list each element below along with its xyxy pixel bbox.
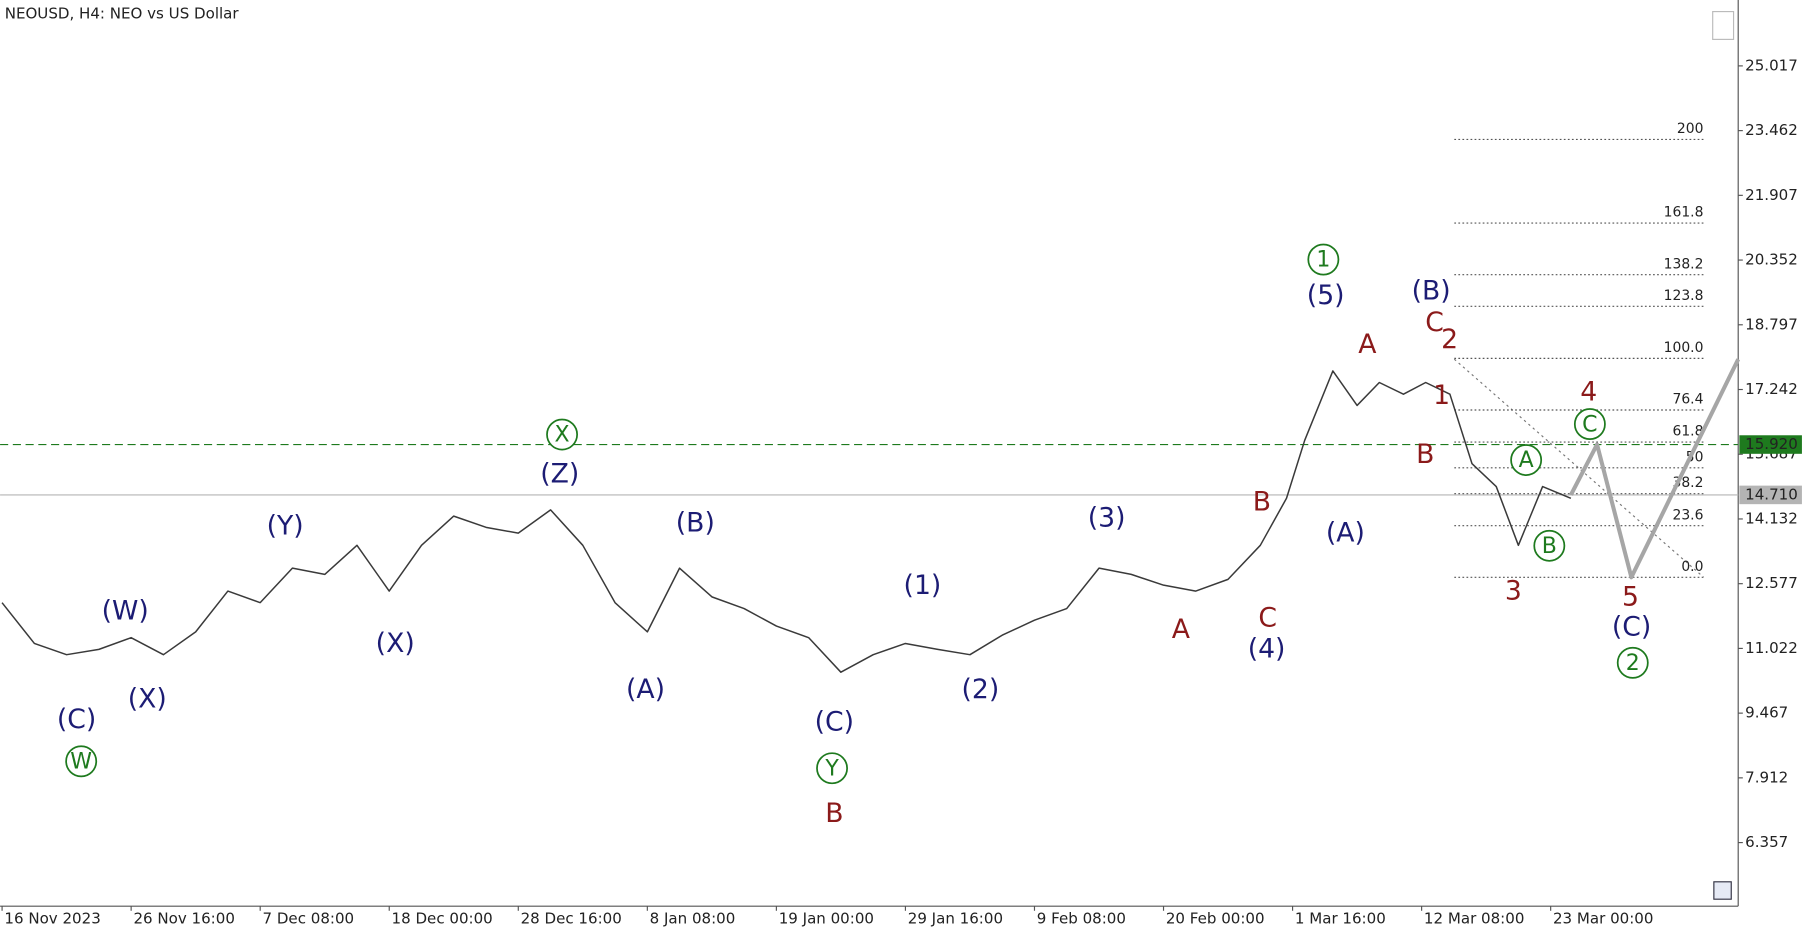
y-tick-label: 6.357 <box>1745 833 1788 851</box>
wave-label: W <box>70 749 92 774</box>
y-tick-label: 21.907 <box>1745 186 1798 204</box>
chart-title: NEOUSD, H4: NEO vs US Dollar <box>5 4 240 22</box>
wave-label: A <box>1519 448 1534 473</box>
wave-label: 1 <box>1316 248 1330 273</box>
wave-label: (C) <box>815 707 854 738</box>
wave-label: 4 <box>1580 376 1597 407</box>
x-tick-label: 29 Jan 16:00 <box>908 909 1003 927</box>
x-tick-label: 12 Mar 08:00 <box>1424 909 1524 927</box>
price-label: 15.920 <box>1745 435 1798 453</box>
price-label-box <box>1739 485 1802 505</box>
fib-label: 23.6 <box>1672 507 1703 523</box>
y-tick-label: 12.577 <box>1745 574 1798 592</box>
wave-label: (B) <box>1412 276 1451 307</box>
price-label-box <box>1739 435 1802 454</box>
fib-label: 61.8 <box>1672 424 1703 440</box>
wave-label: (A) <box>626 674 665 705</box>
y-tick-label: 7.912 <box>1745 768 1788 786</box>
wave-label: C <box>1425 307 1444 338</box>
wave-label: (5) <box>1307 280 1345 311</box>
fib-label: 161.8 <box>1664 205 1704 221</box>
x-tick-label: 9 Feb 08:00 <box>1037 909 1126 927</box>
x-tick-label: 26 Nov 16:00 <box>133 909 234 927</box>
wave-label: 2 <box>1626 651 1640 676</box>
price-label: 14.710 <box>1745 485 1798 503</box>
wave-label: B <box>1416 439 1434 470</box>
wave-label: (Y) <box>267 511 304 542</box>
wave-label: X <box>555 423 570 448</box>
y-tick-label: 14.132 <box>1745 509 1798 527</box>
wave-label: A <box>1172 614 1190 645</box>
x-tick-label: 16 Nov 2023 <box>4 909 100 927</box>
wave-label: A <box>1358 329 1376 360</box>
wave-label: (C) <box>57 704 96 735</box>
wave-label: (Z) <box>540 459 579 490</box>
x-tick-label: 7 Dec 08:00 <box>263 909 355 927</box>
wave-label: C <box>1582 412 1597 437</box>
wave-label: (2) <box>961 674 999 705</box>
wave-label: 1 <box>1433 380 1450 411</box>
wave-circle <box>816 752 848 785</box>
forecast-line <box>1569 358 1741 580</box>
x-tick-label: 18 Dec 00:00 <box>392 909 493 927</box>
fib-label: 200 <box>1677 121 1704 137</box>
wave-label: (3) <box>1088 503 1126 534</box>
wave-label: (1) <box>904 570 942 601</box>
y-tick-label: 17.242 <box>1745 380 1798 398</box>
wave-label: (C) <box>1612 612 1651 643</box>
x-tick-label: 23 Mar 00:00 <box>1553 909 1653 927</box>
scroll-button[interactable] <box>1713 881 1732 900</box>
wave-circle <box>65 745 98 778</box>
fib-label: 100.0 <box>1664 340 1704 356</box>
wave-circle <box>546 418 578 451</box>
y-tick-label: 25.017 <box>1745 56 1798 74</box>
fib-label: 0.0 <box>1681 559 1703 575</box>
wave-label: (X) <box>376 628 415 659</box>
y-tick-label: 9.467 <box>1745 704 1788 722</box>
wave-label: (X) <box>128 683 167 714</box>
wave-label: (W) <box>102 595 149 626</box>
wave-label: 2 <box>1441 324 1458 355</box>
wave-circle <box>1307 243 1340 276</box>
toolbar-icon[interactable] <box>1712 11 1735 40</box>
wave-label: C <box>1258 602 1277 633</box>
x-tick-label: 8 Jan 08:00 <box>650 909 736 927</box>
x-tick-label: 1 Mar 16:00 <box>1295 909 1386 927</box>
x-tick-label: 20 Feb 00:00 <box>1166 909 1265 927</box>
wave-label: B <box>1253 486 1271 517</box>
fib-label: 76.4 <box>1672 392 1703 408</box>
y-tick-label: 20.352 <box>1745 251 1798 269</box>
fib-label: 138.2 <box>1664 256 1704 272</box>
wave-circle <box>1616 646 1649 679</box>
wave-circle <box>1573 408 1606 441</box>
wave-label: (B) <box>676 507 715 538</box>
wave-label: B <box>825 798 843 829</box>
wave-label: 5 <box>1622 581 1639 612</box>
wave-circle <box>1510 444 1543 476</box>
price-line-series <box>1 370 1572 673</box>
wave-label: (4) <box>1248 634 1286 665</box>
x-tick-label: 28 Dec 16:00 <box>521 909 622 927</box>
wave-label: 3 <box>1505 576 1522 607</box>
wave-label: (A) <box>1326 518 1365 549</box>
x-tick-label: 19 Jan 00:00 <box>779 909 874 927</box>
wave-label: B <box>1542 534 1557 559</box>
y-tick-label: 23.462 <box>1745 121 1798 139</box>
y-tick-label: 11.022 <box>1745 639 1798 657</box>
wave-label: Y <box>824 756 839 781</box>
fib-label: 123.8 <box>1664 288 1704 304</box>
wave-circle <box>1533 529 1566 562</box>
y-tick-label: 18.797 <box>1745 315 1798 333</box>
